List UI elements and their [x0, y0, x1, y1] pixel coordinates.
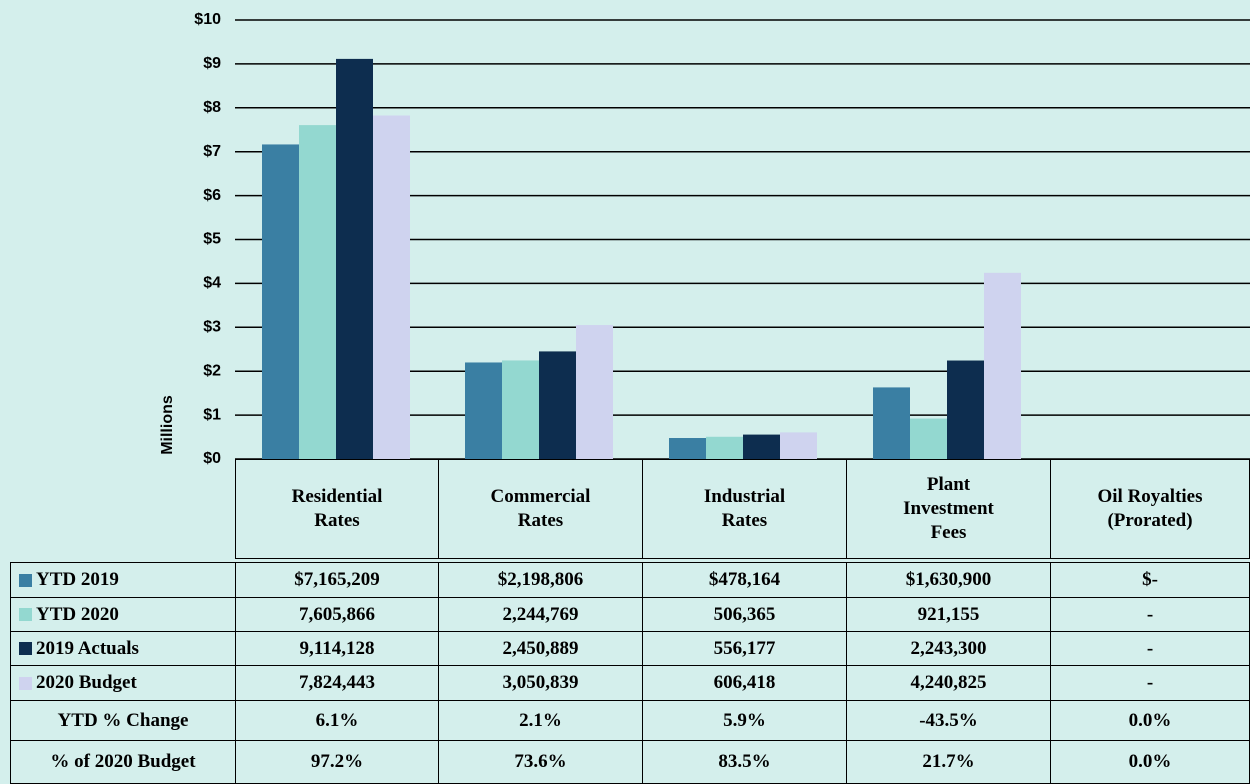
bar: [465, 362, 502, 459]
table-cell: 2,244,769: [438, 597, 643, 632]
legend-row-header: 2019 Actuals: [10, 631, 236, 666]
legend-swatch: [19, 608, 32, 621]
table-cell: 2,243,300: [846, 631, 1051, 666]
y-tick-label: $0: [203, 450, 221, 467]
table-cell: 506,365: [642, 597, 847, 632]
table-cell: -43.5%: [846, 700, 1051, 741]
bar: [873, 387, 910, 459]
y-tick-label: $10: [194, 11, 221, 28]
category-header: Commercial Rates: [438, 459, 643, 559]
row-header: YTD % Change: [10, 700, 236, 741]
table-cell: 0.0%: [1050, 740, 1250, 784]
legend-label: YTD 2019: [36, 569, 119, 590]
y-tick-label: $7: [203, 143, 221, 160]
table-cell: 7,605,866: [235, 597, 439, 632]
y-tick-label: $3: [203, 319, 221, 336]
y-tick-label: $2: [203, 362, 221, 379]
bar: [502, 360, 539, 459]
y-tick-label: $4: [203, 275, 221, 292]
legend-label: 2020 Budget: [36, 672, 137, 693]
bar: [743, 434, 780, 459]
table-cell: 9,114,128: [235, 631, 439, 666]
bar: [910, 418, 947, 459]
table-cell: 4,240,825: [846, 665, 1051, 701]
table-cell: -: [1050, 597, 1250, 632]
table-cell: 97.2%: [235, 740, 439, 784]
table-cell: $1,630,900: [846, 562, 1051, 598]
bar: [706, 436, 743, 459]
legend-label: YTD 2020: [36, 603, 119, 625]
table-cell: -: [1050, 665, 1250, 701]
y-tick-label: $1: [203, 406, 221, 423]
table-cell: 7,824,443: [235, 665, 439, 701]
table-cell: 0.0%: [1050, 700, 1250, 741]
category-header: Oil Royalties (Prorated): [1050, 459, 1250, 559]
legend-row-header: YTD 2019: [10, 562, 236, 598]
bar: [299, 125, 336, 460]
legend-swatch: [19, 573, 32, 587]
bar: [336, 58, 373, 460]
table-cell: 556,177: [642, 631, 847, 666]
category-header: Plant Investment Fees: [846, 459, 1051, 559]
table-cell: $2,198,806: [438, 562, 643, 598]
legend-row-header: YTD 2020: [10, 597, 236, 632]
table-cell: -: [1050, 631, 1250, 666]
table-cell: 83.5%: [642, 740, 847, 784]
legend-swatch: [19, 676, 32, 690]
bar: [262, 144, 299, 459]
y-tick-label: $6: [203, 187, 221, 204]
table-cell: 21.7%: [846, 740, 1051, 784]
bar: [780, 432, 817, 459]
y-tick-label: $5: [203, 231, 221, 248]
row-header: % of 2020 Budget: [10, 740, 236, 784]
legend-swatch: [19, 642, 32, 655]
table-cell: 6.1%: [235, 700, 439, 741]
table-cell: 73.6%: [438, 740, 643, 784]
category-header: Industrial Rates: [642, 459, 847, 559]
table-cell: $7,165,209: [235, 562, 439, 598]
y-tick-label: $8: [203, 99, 221, 116]
table-cell: 606,418: [642, 665, 847, 701]
y-tick-label: $9: [203, 55, 221, 72]
table-cell: $478,164: [642, 562, 847, 598]
bar: [539, 351, 576, 459]
bar: [576, 325, 613, 459]
table-cell: $-: [1050, 562, 1250, 598]
bar: [984, 272, 1021, 459]
category-header: Residential Rates: [235, 459, 439, 559]
bar: [947, 360, 984, 459]
legend-row-header: 2020 Budget: [10, 665, 236, 701]
table-cell: 3,050,839: [438, 665, 643, 701]
legend-label: 2019 Actuals: [36, 637, 139, 659]
table-cell: 2.1%: [438, 700, 643, 741]
y-axis-label: Millions: [159, 395, 176, 455]
bar: [373, 115, 410, 459]
table-cell: 921,155: [846, 597, 1051, 632]
table-cell: 2,450,889: [438, 631, 643, 666]
table-cell: 5.9%: [642, 700, 847, 741]
bar: [669, 438, 706, 459]
